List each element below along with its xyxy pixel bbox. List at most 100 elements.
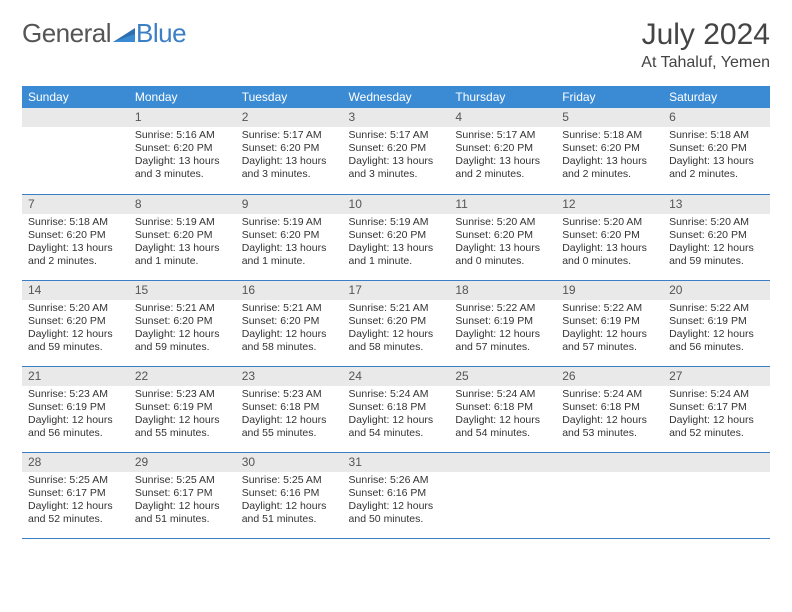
daylight-text: Daylight: 12 hours and 50 minutes.: [349, 500, 444, 526]
day-info: Sunrise: 5:18 AMSunset: 6:20 PMDaylight:…: [663, 127, 770, 186]
calendar-cell: 29Sunrise: 5:25 AMSunset: 6:17 PMDayligh…: [129, 452, 236, 538]
calendar-cell: [556, 452, 663, 538]
sunrise-text: Sunrise: 5:25 AM: [28, 474, 123, 487]
calendar-row: 21Sunrise: 5:23 AMSunset: 6:19 PMDayligh…: [22, 366, 770, 452]
sunrise-text: Sunrise: 5:22 AM: [669, 302, 764, 315]
calendar-cell: 17Sunrise: 5:21 AMSunset: 6:20 PMDayligh…: [343, 280, 450, 366]
sunset-text: Sunset: 6:17 PM: [28, 487, 123, 500]
sunset-text: Sunset: 6:16 PM: [349, 487, 444, 500]
sunrise-text: Sunrise: 5:17 AM: [455, 129, 550, 142]
day-info: Sunrise: 5:22 AMSunset: 6:19 PMDaylight:…: [449, 300, 556, 359]
day-number: 6: [663, 108, 770, 127]
day-info: Sunrise: 5:24 AMSunset: 6:17 PMDaylight:…: [663, 386, 770, 445]
day-number: 13: [663, 195, 770, 214]
calendar-cell: 20Sunrise: 5:22 AMSunset: 6:19 PMDayligh…: [663, 280, 770, 366]
daylight-text: Daylight: 12 hours and 59 minutes.: [135, 328, 230, 354]
calendar-cell: 4Sunrise: 5:17 AMSunset: 6:20 PMDaylight…: [449, 108, 556, 194]
daylight-text: Daylight: 13 hours and 3 minutes.: [242, 155, 337, 181]
day-info: Sunrise: 5:20 AMSunset: 6:20 PMDaylight:…: [449, 214, 556, 273]
calendar-cell: 26Sunrise: 5:24 AMSunset: 6:18 PMDayligh…: [556, 366, 663, 452]
calendar-row: 7Sunrise: 5:18 AMSunset: 6:20 PMDaylight…: [22, 194, 770, 280]
day-info: Sunrise: 5:22 AMSunset: 6:19 PMDaylight:…: [556, 300, 663, 359]
day-number: 5: [556, 108, 663, 127]
daylight-text: Daylight: 13 hours and 1 minute.: [135, 242, 230, 268]
day-info: Sunrise: 5:25 AMSunset: 6:17 PMDaylight:…: [129, 472, 236, 531]
sunset-text: Sunset: 6:19 PM: [669, 315, 764, 328]
sunset-text: Sunset: 6:20 PM: [349, 315, 444, 328]
sunrise-text: Sunrise: 5:18 AM: [28, 216, 123, 229]
sunset-text: Sunset: 6:20 PM: [669, 229, 764, 242]
day-number: 1: [129, 108, 236, 127]
calendar-cell: 27Sunrise: 5:24 AMSunset: 6:17 PMDayligh…: [663, 366, 770, 452]
day-number: 16: [236, 281, 343, 300]
daylight-text: Daylight: 12 hours and 54 minutes.: [455, 414, 550, 440]
page-header: GeneralBlue July 2024 At Tahaluf, Yemen: [22, 18, 770, 72]
sunset-text: Sunset: 6:17 PM: [135, 487, 230, 500]
title-block: July 2024 At Tahaluf, Yemen: [641, 18, 770, 72]
day-info: Sunrise: 5:17 AMSunset: 6:20 PMDaylight:…: [343, 127, 450, 186]
day-info: Sunrise: 5:24 AMSunset: 6:18 PMDaylight:…: [449, 386, 556, 445]
sunrise-text: Sunrise: 5:21 AM: [135, 302, 230, 315]
calendar-cell: 5Sunrise: 5:18 AMSunset: 6:20 PMDaylight…: [556, 108, 663, 194]
sunset-text: Sunset: 6:20 PM: [28, 229, 123, 242]
brand-text-1: General: [22, 18, 111, 49]
sunset-text: Sunset: 6:20 PM: [135, 315, 230, 328]
day-number: 30: [236, 453, 343, 472]
day-number: 3: [343, 108, 450, 127]
day-number: 17: [343, 281, 450, 300]
day-info: Sunrise: 5:20 AMSunset: 6:20 PMDaylight:…: [663, 214, 770, 273]
day-info: Sunrise: 5:22 AMSunset: 6:19 PMDaylight:…: [663, 300, 770, 359]
calendar-header-row: Sunday Monday Tuesday Wednesday Thursday…: [22, 86, 770, 108]
sunset-text: Sunset: 6:19 PM: [135, 401, 230, 414]
day-info: Sunrise: 5:23 AMSunset: 6:19 PMDaylight:…: [22, 386, 129, 445]
daylight-text: Daylight: 12 hours and 58 minutes.: [349, 328, 444, 354]
calendar-cell: 15Sunrise: 5:21 AMSunset: 6:20 PMDayligh…: [129, 280, 236, 366]
sunset-text: Sunset: 6:17 PM: [669, 401, 764, 414]
calendar-table: Sunday Monday Tuesday Wednesday Thursday…: [22, 86, 770, 539]
calendar-cell: 11Sunrise: 5:20 AMSunset: 6:20 PMDayligh…: [449, 194, 556, 280]
day-number: 22: [129, 367, 236, 386]
sunset-text: Sunset: 6:20 PM: [562, 142, 657, 155]
sunrise-text: Sunrise: 5:18 AM: [669, 129, 764, 142]
day-number: 21: [22, 367, 129, 386]
sunset-text: Sunset: 6:20 PM: [242, 142, 337, 155]
calendar-cell: 14Sunrise: 5:20 AMSunset: 6:20 PMDayligh…: [22, 280, 129, 366]
sunrise-text: Sunrise: 5:16 AM: [135, 129, 230, 142]
daylight-text: Daylight: 12 hours and 52 minutes.: [669, 414, 764, 440]
calendar-cell: 10Sunrise: 5:19 AMSunset: 6:20 PMDayligh…: [343, 194, 450, 280]
sunrise-text: Sunrise: 5:19 AM: [242, 216, 337, 229]
daylight-text: Daylight: 12 hours and 54 minutes.: [349, 414, 444, 440]
day-info: Sunrise: 5:21 AMSunset: 6:20 PMDaylight:…: [236, 300, 343, 359]
sunrise-text: Sunrise: 5:24 AM: [562, 388, 657, 401]
day-number: [556, 453, 663, 472]
sunset-text: Sunset: 6:20 PM: [242, 315, 337, 328]
calendar-cell: 25Sunrise: 5:24 AMSunset: 6:18 PMDayligh…: [449, 366, 556, 452]
calendar-cell: 12Sunrise: 5:20 AMSunset: 6:20 PMDayligh…: [556, 194, 663, 280]
sunrise-text: Sunrise: 5:20 AM: [455, 216, 550, 229]
sunrise-text: Sunrise: 5:26 AM: [349, 474, 444, 487]
sunset-text: Sunset: 6:20 PM: [135, 142, 230, 155]
weekday-header: Tuesday: [236, 86, 343, 108]
calendar-cell: 1Sunrise: 5:16 AMSunset: 6:20 PMDaylight…: [129, 108, 236, 194]
weekday-header: Monday: [129, 86, 236, 108]
daylight-text: Daylight: 12 hours and 58 minutes.: [242, 328, 337, 354]
day-info: Sunrise: 5:19 AMSunset: 6:20 PMDaylight:…: [343, 214, 450, 273]
day-number: 29: [129, 453, 236, 472]
day-number: 24: [343, 367, 450, 386]
day-info: Sunrise: 5:18 AMSunset: 6:20 PMDaylight:…: [22, 214, 129, 273]
daylight-text: Daylight: 13 hours and 1 minute.: [242, 242, 337, 268]
sunset-text: Sunset: 6:18 PM: [349, 401, 444, 414]
day-info: Sunrise: 5:18 AMSunset: 6:20 PMDaylight:…: [556, 127, 663, 186]
sunset-text: Sunset: 6:20 PM: [135, 229, 230, 242]
day-number: 28: [22, 453, 129, 472]
sunrise-text: Sunrise: 5:19 AM: [135, 216, 230, 229]
calendar-cell: 31Sunrise: 5:26 AMSunset: 6:16 PMDayligh…: [343, 452, 450, 538]
sunset-text: Sunset: 6:20 PM: [28, 315, 123, 328]
day-info: Sunrise: 5:21 AMSunset: 6:20 PMDaylight:…: [129, 300, 236, 359]
day-number: [449, 453, 556, 472]
day-number: 7: [22, 195, 129, 214]
sunset-text: Sunset: 6:19 PM: [562, 315, 657, 328]
daylight-text: Daylight: 12 hours and 51 minutes.: [242, 500, 337, 526]
calendar-cell: 30Sunrise: 5:25 AMSunset: 6:16 PMDayligh…: [236, 452, 343, 538]
sunrise-text: Sunrise: 5:22 AM: [562, 302, 657, 315]
